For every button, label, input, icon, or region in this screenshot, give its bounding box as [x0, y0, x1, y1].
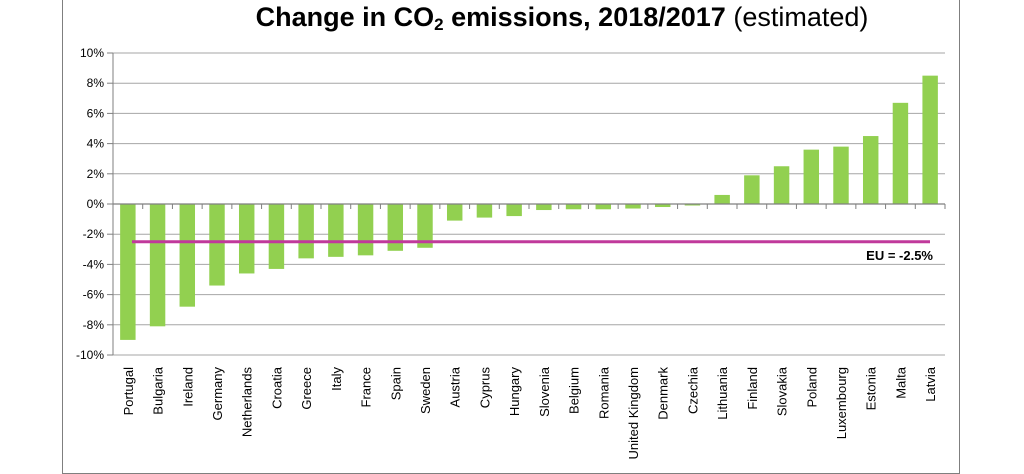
bar — [476, 204, 493, 218]
bar — [357, 204, 374, 256]
bar — [238, 204, 255, 274]
category-label: Estonia — [864, 366, 879, 410]
category-label: Portugal — [121, 367, 136, 416]
y-tick-label: -4% — [83, 257, 105, 271]
bar — [654, 204, 671, 208]
category-label: United Kingdom — [626, 367, 641, 460]
category-label: Spain — [388, 367, 403, 400]
bar — [773, 166, 790, 204]
category-label: Latvia — [923, 366, 938, 401]
bar — [387, 204, 404, 251]
y-tick-label: 8% — [87, 76, 105, 90]
y-tick-label: 0% — [87, 197, 105, 211]
category-label: Malta — [893, 366, 908, 399]
category-label: Romania — [596, 366, 611, 419]
bar — [625, 204, 641, 209]
bar — [179, 204, 196, 307]
chart-title-main: Change in CO — [255, 2, 435, 32]
bar — [506, 204, 522, 217]
bar — [298, 204, 314, 259]
category-label: Slovenia — [537, 366, 552, 417]
bar — [149, 204, 166, 327]
bar — [120, 204, 136, 340]
category-label: Ireland — [180, 367, 195, 407]
category-label: France — [359, 367, 374, 407]
category-label: Belgium — [567, 367, 582, 414]
category-label: Lithuania — [715, 366, 730, 420]
chart-title-rest: emissions, 2018/2017 — [443, 2, 726, 32]
category-label: Italy — [329, 367, 344, 391]
bar — [803, 149, 820, 204]
category-label: Cyprus — [477, 367, 492, 409]
bar — [417, 204, 433, 248]
y-tick-label: 4% — [87, 137, 105, 151]
eu-average-label: EU = -2.5% — [866, 248, 933, 263]
y-tick-label: -6% — [83, 288, 105, 302]
bar — [922, 75, 938, 205]
y-tick-label: -8% — [83, 318, 105, 332]
chart-title-note: (estimated) — [733, 2, 869, 32]
labels: 10% 8% 6% 4% 2% 0% -2% -4% -6% -8% -10% Portugal Bul… — [76, 46, 938, 460]
bar — [446, 204, 463, 221]
bar — [565, 204, 582, 210]
bar — [862, 136, 879, 204]
category-label: Slovakia — [775, 366, 790, 416]
reference-line-group: EU = -2.5% — [132, 240, 933, 263]
category-label: Sweden — [418, 367, 433, 414]
category-label: Poland — [804, 367, 819, 407]
category-label: Czechia — [685, 366, 700, 414]
category-label: Luxembourg — [834, 367, 849, 439]
bar — [684, 204, 701, 206]
category-label: Germany — [210, 367, 225, 421]
bar — [328, 204, 344, 257]
bar — [268, 204, 285, 269]
y-tick-label: -10% — [76, 348, 104, 362]
y-tick-label: 6% — [87, 106, 105, 120]
category-label: Bulgaria — [151, 366, 166, 414]
category-label: Hungary — [507, 367, 522, 417]
category-label: Finland — [745, 367, 760, 410]
chart-title: Change in CO2 emissions, 2018/2017 (esti… — [0, 2, 1024, 35]
bar — [595, 204, 612, 210]
bar — [892, 102, 909, 204]
bar — [536, 204, 552, 211]
y-tick-label: 2% — [87, 167, 105, 181]
category-label: Austria — [448, 366, 463, 407]
axes — [107, 52, 946, 356]
chart-title-subscript: 2 — [434, 15, 444, 34]
category-label: Denmark — [656, 367, 671, 420]
bar — [833, 146, 849, 204]
category-label: Netherlands — [240, 367, 255, 438]
bar — [209, 204, 225, 286]
category-label: Croatia — [269, 366, 284, 409]
bar — [714, 194, 730, 204]
bars — [120, 75, 938, 340]
y-tick-label: 10% — [80, 46, 104, 60]
bar — [744, 175, 760, 204]
category-label: Greece — [299, 367, 314, 410]
y-tick-label: -2% — [83, 227, 105, 241]
